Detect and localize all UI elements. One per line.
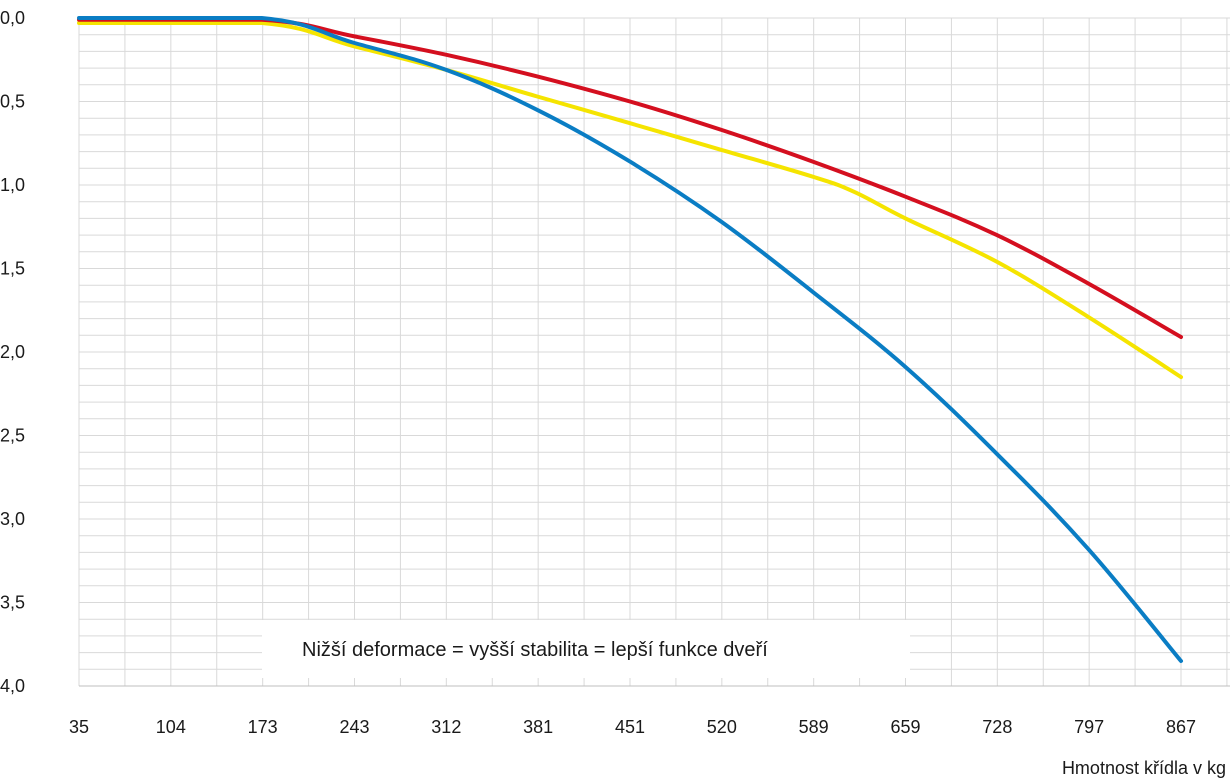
x-tick-label: 797 <box>1074 717 1104 737</box>
x-tick-label: 520 <box>707 717 737 737</box>
y-tick-label: 3,5 <box>0 593 25 613</box>
series-line-2 <box>77 17 1183 339</box>
x-tick-label: 728 <box>982 717 1012 737</box>
x-tick-label: 173 <box>248 717 278 737</box>
y-tick-label: 0,0 <box>0 8 25 28</box>
y-tick-label: 0,5 <box>0 92 25 112</box>
x-tick-label: 35 <box>69 717 89 737</box>
annotation-box: Nižší deformace = vyšší stabilita = lepš… <box>262 620 910 678</box>
y-tick-label: 4,0 <box>0 676 25 696</box>
x-tick-label: 867 <box>1166 717 1196 737</box>
x-tick-label: 381 <box>523 717 553 737</box>
grid <box>78 17 1230 687</box>
x-tick-label: 243 <box>339 717 369 737</box>
y-tick-label: 2,5 <box>0 426 25 446</box>
series-lines <box>77 16 1183 663</box>
x-tick-label: 451 <box>615 717 645 737</box>
annotation-text: Nižší deformace = vyšší stabilita = lepš… <box>302 639 768 661</box>
y-tick-label: 1,5 <box>0 259 25 279</box>
y-axis-ticks: 0,0 0,5 1,0 1,5 2,0 2,5 3,0 3,5 4,0 <box>0 8 25 696</box>
x-tick-label: 312 <box>431 717 461 737</box>
x-tick-label: 659 <box>890 717 920 737</box>
series-line-3 <box>77 16 1183 663</box>
y-tick-label: 1,0 <box>0 175 25 195</box>
annotation-background <box>262 620 910 678</box>
x-tick-label: 589 <box>799 717 829 737</box>
y-tick-label: 2,0 <box>0 342 25 362</box>
x-axis-ticks: 35 104 173 243 312 381 451 520 589 659 728 797 867 <box>69 717 1196 737</box>
x-tick-label: 104 <box>156 717 186 737</box>
y-tick-label: 3,0 <box>0 509 25 529</box>
x-axis-title: Hmotnost křídla v kg <box>1062 758 1226 778</box>
